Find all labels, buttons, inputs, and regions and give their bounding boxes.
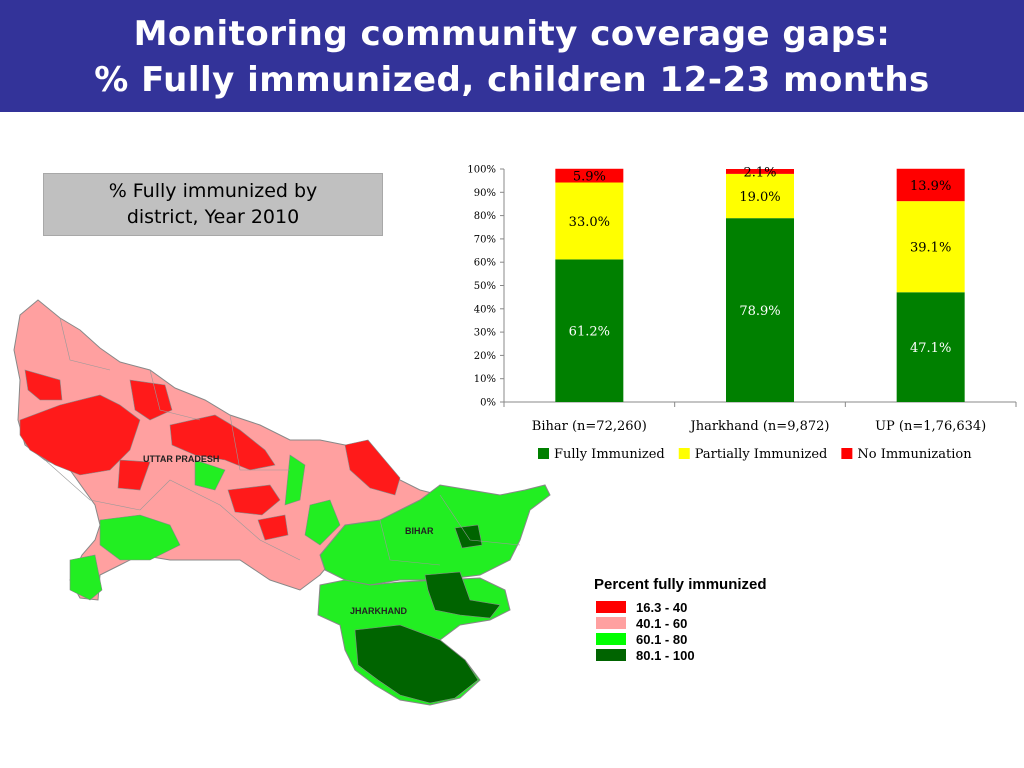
y-tick-label: 100% [467, 165, 496, 176]
bihar-darkgreen-district [454, 524, 483, 549]
map-label-bihar: BIHAR [405, 526, 434, 536]
up-red-district [117, 459, 151, 491]
legend-swatch-pink [596, 617, 626, 629]
bar-segment [555, 182, 624, 260]
map-label-jharkhand: JHARKHAND [350, 606, 408, 616]
y-tick-label: 80% [474, 211, 496, 222]
map-caption-line1: % Fully immunized by [108, 180, 318, 202]
bar-segment [896, 201, 965, 293]
up-red-district [344, 439, 401, 496]
legend-swatch [841, 448, 853, 459]
map-legend-item: 40.1 - 60 [596, 615, 767, 631]
legend-swatch-green [596, 633, 626, 645]
up-green-district [194, 459, 226, 491]
up-red-district [227, 484, 281, 516]
data-label: 47.1% [910, 341, 951, 356]
bar-segment [896, 292, 965, 402]
map-legend-item: 60.1 - 80 [596, 631, 767, 647]
y-tick-label: 90% [474, 188, 496, 199]
y-tick-label: 70% [474, 234, 496, 245]
jharkhand-darkgreen-district [424, 571, 501, 619]
map-legend-item: 16.3 - 40 [596, 599, 767, 615]
up-green-district [304, 499, 341, 546]
y-tick-label: 10% [474, 374, 496, 385]
bar-segment [896, 168, 965, 202]
y-tick-label: 0% [480, 398, 496, 409]
slide-title-line1: Monitoring community coverage gaps: [133, 14, 891, 54]
bar-segment [555, 259, 624, 402]
data-label: 5.9% [573, 170, 606, 185]
map-caption-box: % Fully immunized by district, Year 2010 [43, 173, 383, 236]
stacked-bar-chart: 0% 10% 20% 30% 40% 50% 60% 70% 80% 90% 100% 61.2% 33… [467, 165, 1017, 462]
y-tick-label: 60% [474, 258, 496, 269]
up-red-district [129, 379, 173, 421]
legend-label: No Immunization [857, 447, 972, 462]
x-tick-label: Bihar (n=72,260) [532, 419, 647, 434]
jharkhand-darkgreen-district [354, 624, 479, 704]
data-label: 61.2% [569, 325, 610, 340]
y-tick-label: 20% [474, 351, 496, 362]
legend-label: 80.1 - 100 [636, 647, 695, 663]
y-tick-label: 40% [474, 304, 496, 315]
legend-label: 60.1 - 80 [636, 631, 688, 647]
map-legend: Percent fully immunized 16.3 - 40 40.1 -… [594, 576, 767, 663]
x-tick-label: UP (n=1,76,634) [875, 419, 986, 434]
legend-swatch [538, 448, 549, 459]
map-legend-title: Percent fully immunized [594, 576, 767, 593]
data-label: 19.0% [739, 190, 780, 205]
district-borders [44, 317, 521, 566]
up-red-district [24, 369, 63, 401]
bar-segment [726, 169, 794, 174]
bar-segment [726, 218, 794, 402]
bar-segment [555, 168, 624, 183]
up-green-district [69, 554, 103, 601]
x-tick-label: Jharkhand (n=9,872) [688, 419, 829, 434]
slide-header: Monitoring community coverage gaps: % Fu… [0, 0, 1024, 112]
map-label-up: UTTAR PRADESH [143, 454, 219, 464]
legend-label: 16.3 - 40 [636, 599, 688, 615]
data-label: 13.9% [910, 179, 951, 194]
bar-segment [726, 173, 794, 219]
up-green-district [284, 454, 306, 506]
legend-label: Partially Immunized [695, 447, 828, 462]
up-red-district [169, 414, 276, 471]
data-label: 33.0% [569, 215, 610, 230]
legend-swatch-darkgreen [596, 649, 626, 661]
legend-label: 40.1 - 60 [636, 615, 688, 631]
legend-swatch-red [596, 601, 626, 613]
slide-title-line2: % Fully immunized, children 12-23 months [94, 60, 930, 100]
y-tick-label: 30% [474, 328, 496, 339]
y-tick-label: 50% [474, 281, 496, 292]
map-legend-item: 80.1 - 100 [596, 647, 767, 663]
up-green-district [99, 514, 181, 561]
legend-swatch [678, 448, 690, 459]
up-red-district [257, 514, 289, 541]
map-caption-line2: district, Year 2010 [126, 206, 300, 228]
legend-label: Fully Immunized [554, 447, 665, 462]
data-label: 39.1% [910, 241, 951, 256]
data-label: 78.9% [739, 304, 780, 319]
data-label: 2.1% [743, 165, 776, 180]
district-map: UTTAR PRADESH BIHAR JHARKHAND [13, 299, 551, 706]
